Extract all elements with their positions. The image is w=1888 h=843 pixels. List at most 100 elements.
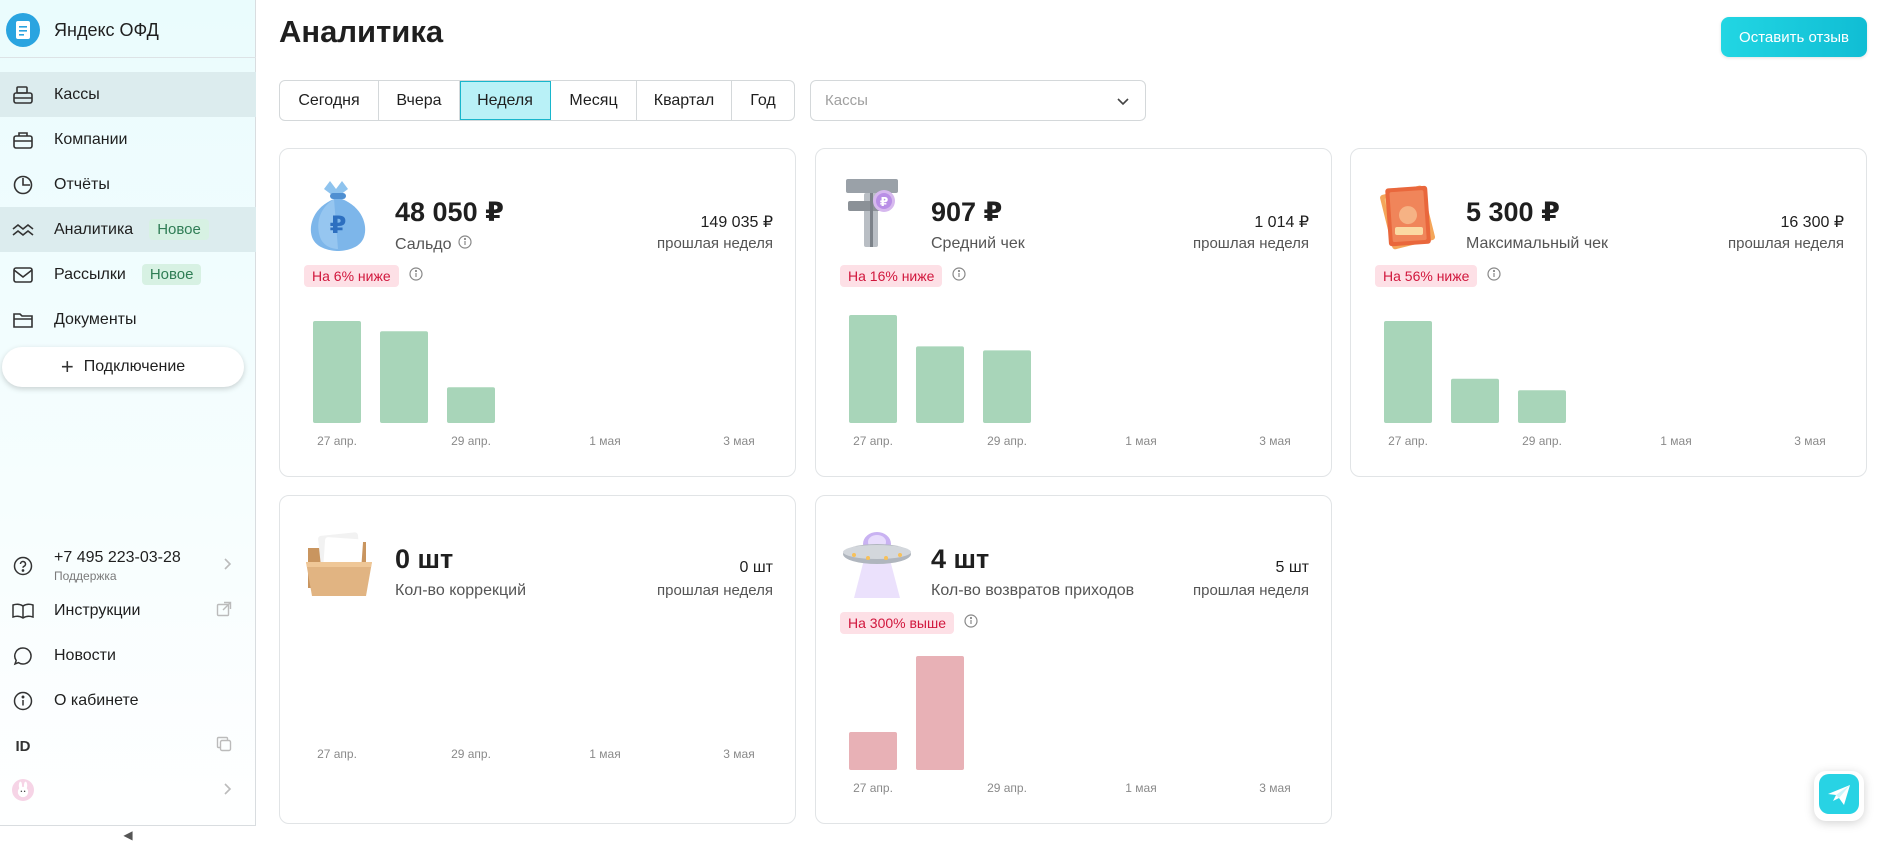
period-week[interactable]: Неделя [460, 81, 551, 120]
info-icon[interactable] [457, 235, 472, 254]
folder-icon [12, 309, 34, 331]
x-tick-label: 27 апр. [317, 747, 357, 761]
metric-label: Сальдо [395, 235, 452, 253]
delta-badge: На 6% ниже [304, 265, 399, 287]
sidebar-item-companies[interactable]: Компании [0, 117, 256, 162]
money-bag-icon: ₽ [304, 175, 372, 253]
news-link[interactable]: Новости [0, 634, 256, 678]
x-tick-label: 29 апр. [987, 434, 1027, 448]
chart-bar[interactable] [916, 346, 964, 423]
sidebar-item-mailings[interactable]: Рассылки Новое [0, 252, 256, 297]
sidebar-item-kassy[interactable]: Кассы [0, 72, 256, 117]
metric-card-average-check: ₽ 907 ₽ Средний чек 1 014 ₽ прошлая неде… [815, 148, 1332, 477]
previous-value: 1 014 ₽ [1254, 214, 1309, 231]
chart-bar[interactable] [983, 350, 1031, 423]
x-tick-label: 29 апр. [451, 434, 491, 448]
page-title: Аналитика [279, 14, 444, 49]
chart-bar[interactable] [849, 732, 897, 770]
metric-label: Кол-во коррекций [395, 582, 527, 599]
metric-label: Средний чек [931, 235, 1025, 252]
period-yesterday[interactable]: Вчера [379, 81, 460, 120]
previous-label: прошлая неделя [657, 235, 773, 252]
collapse-sidebar-button[interactable]: ◀ [0, 825, 256, 843]
chart-bar[interactable] [1451, 378, 1499, 423]
delta-badge: На 300% выше [840, 612, 954, 634]
sidebar-item-label: Рассылки [54, 265, 126, 283]
chart-bar[interactable] [849, 315, 897, 423]
chart-bar[interactable] [380, 331, 428, 423]
previous-value: 149 035 ₽ [700, 214, 773, 231]
cash-register-icon [12, 84, 34, 106]
info-icon[interactable] [1487, 266, 1502, 286]
connect-label: Подключение [83, 358, 186, 375]
x-tick-label: 1 мая [1660, 434, 1691, 448]
metric-value: 0 шт [395, 544, 454, 574]
support-phone[interactable]: +7 495 223-03-28 Поддержка [0, 545, 256, 587]
metric-value: 4 шт [931, 544, 990, 574]
briefcase-icon [12, 129, 34, 151]
yandex-id-row[interactable]: ID [0, 724, 256, 768]
x-tick-label: 1 мая [589, 747, 620, 761]
previous-label: прошлая неделя [657, 582, 773, 599]
info-icon[interactable] [409, 266, 423, 286]
sidebar-item-label: Аналитика [54, 220, 134, 238]
ruble-caliper-icon: ₽ [840, 175, 908, 253]
x-tick-label: 3 мая [1259, 781, 1290, 795]
period-quarter[interactable]: Квартал [637, 81, 732, 120]
x-tick-label: 1 мая [589, 434, 620, 448]
sidebar-item-reports[interactable]: Отчёты [0, 162, 256, 207]
kassy-select[interactable]: Кассы [810, 80, 1146, 121]
chart-bar[interactable] [916, 656, 964, 770]
yandex-ofd-logo-icon [6, 13, 40, 47]
new-badge: Новое [149, 219, 209, 240]
period-today[interactable]: Сегодня [280, 81, 379, 120]
question-icon [12, 555, 34, 577]
x-tick-label: 29 апр. [451, 747, 491, 761]
previous-value: 16 300 ₽ [1780, 214, 1844, 231]
bar-chart: 27 апр. 29 апр. 1 мая 3 мая [1384, 321, 1826, 448]
metric-card-returns: 4 шт Кол-во возвратов приходов 5 шт прош… [815, 495, 1332, 824]
sidebar-item-documents[interactable]: Документы [0, 297, 256, 342]
x-tick-label: 27 апр. [853, 781, 893, 795]
period-selector: Сегодня Вчера Неделя Месяц Квартал Год [279, 80, 795, 121]
info-icon[interactable] [964, 613, 978, 633]
sidebar-item-label: Отчёты [54, 175, 110, 193]
app-title: Яндекс ОФД [54, 19, 159, 40]
chart-bar[interactable] [1384, 321, 1432, 423]
chart-bar[interactable] [447, 387, 495, 423]
chart-bar[interactable] [1518, 390, 1566, 423]
copy-icon[interactable] [216, 736, 232, 757]
svg-text:₽: ₽ [880, 195, 888, 209]
metric-label: Максимальный чек [1466, 235, 1609, 252]
banknotes-icon [1375, 175, 1443, 253]
speech-bubble-icon [12, 645, 34, 667]
chevron-right-icon [222, 557, 232, 576]
connect-button[interactable]: + Подключение [2, 347, 244, 387]
book-icon [12, 600, 34, 622]
sidebar: Яндекс ОФД Кассы Компании Отчёты Аналити… [0, 0, 256, 843]
sidebar-item-label: Документы [54, 310, 137, 328]
sidebar-item-analytics[interactable]: Аналитика Новое [0, 207, 256, 252]
x-tick-label: 3 мая [1259, 434, 1290, 448]
user-profile-row[interactable] [0, 768, 256, 812]
support-label: Поддержка [54, 569, 117, 583]
x-tick-label: 27 апр. [853, 434, 893, 448]
brand[interactable]: Яндекс ОФД [6, 10, 159, 50]
instructions-link[interactable]: Инструкции [0, 589, 256, 633]
period-month[interactable]: Месяц [551, 81, 637, 120]
previous-value: 5 шт [1275, 559, 1309, 576]
chat-support-button[interactable] [1814, 771, 1864, 821]
metric-card-saldo: ₽ 48 050 ₽ Сальдо 149 035 ₽ прошлая неде… [279, 148, 796, 477]
period-year[interactable]: Год [750, 91, 776, 109]
metric-card-corrections: 0 шт Кол-во коррекций 0 шт прошлая недел… [279, 495, 796, 824]
sidebar-item-label: Компании [54, 130, 128, 148]
about-link[interactable]: О кабинете [0, 679, 256, 723]
about-label: О кабинете [54, 692, 139, 709]
feedback-button[interactable]: Оставить отзыв [1721, 17, 1867, 57]
chart-bar[interactable] [313, 321, 361, 423]
x-tick-label: 1 мая [1125, 781, 1156, 795]
info-icon[interactable] [952, 266, 967, 286]
bar-chart: 27 апр. 29 апр. 1 мая 3 мая [849, 315, 1291, 448]
metric-label: Кол-во возвратов приходов [931, 582, 1135, 599]
bar-chart: 27 апр. 29 апр. 1 мая 3 мая [317, 747, 755, 761]
